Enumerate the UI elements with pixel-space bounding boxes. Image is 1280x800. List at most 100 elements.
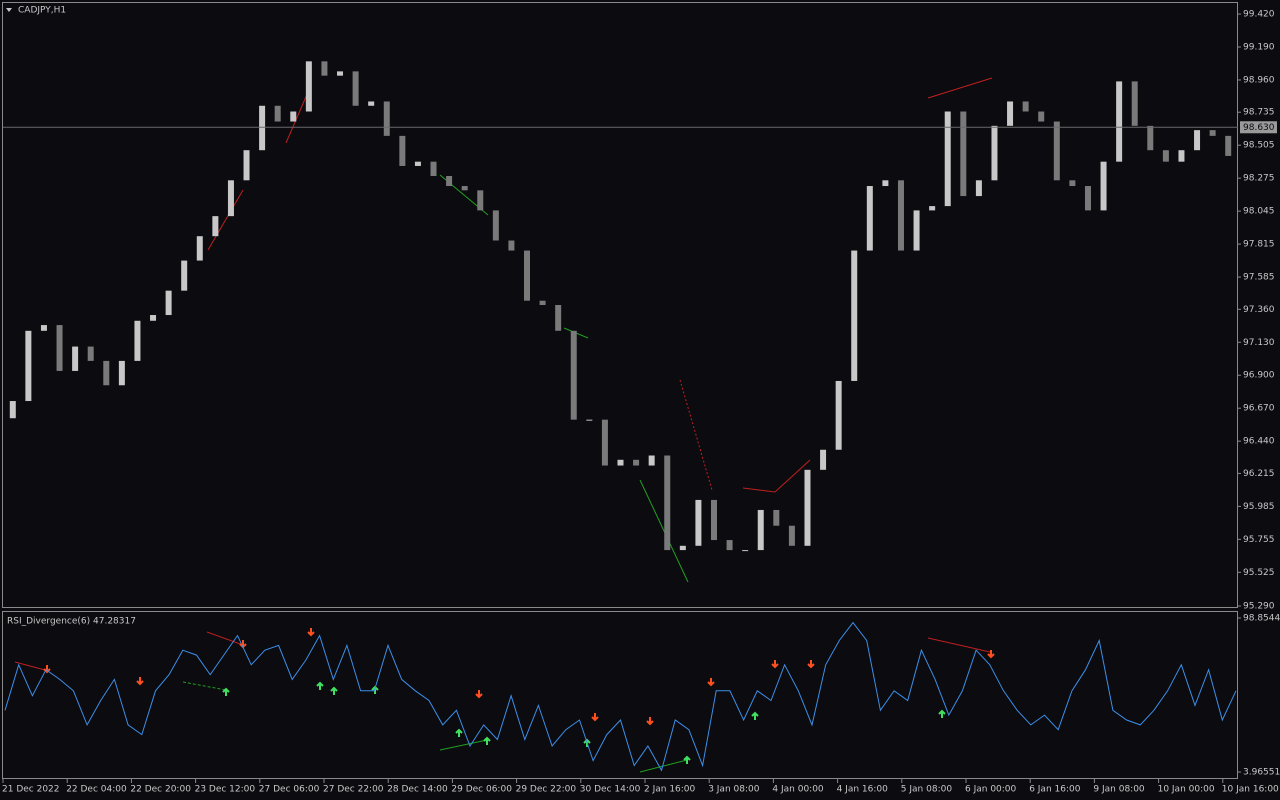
- x-tick-label: 29 Dec 22:00: [516, 785, 577, 795]
- div-line: [639, 759, 688, 773]
- y-tick-label: 99.420: [1243, 10, 1275, 20]
- x-tick-label: 21 Dec 2022: [2, 785, 60, 795]
- candle-body: [695, 499, 702, 546]
- y-tick-label: 99.190: [1243, 43, 1275, 53]
- x-tick-label: 30 Dec 14:00: [580, 785, 641, 795]
- candle-body: [788, 525, 795, 546]
- sell-arrow: [307, 628, 315, 637]
- candle-body: [742, 550, 749, 552]
- y-tick-label: 3.96551: [1243, 768, 1280, 778]
- candle-body: [352, 71, 359, 106]
- candle-body: [1007, 101, 1014, 126]
- candle-body: [368, 101, 375, 106]
- y-tick-label: 98.960: [1243, 75, 1275, 85]
- candle-body: [710, 499, 717, 541]
- candle-body: [103, 360, 110, 386]
- x-tick-label: 22 Dec 20:00: [130, 785, 191, 795]
- candle-body: [383, 101, 390, 136]
- candle-body: [617, 459, 624, 466]
- y-tick-label: 98.85446: [1243, 613, 1280, 623]
- candle-body: [664, 455, 671, 551]
- candle-body: [1178, 150, 1185, 162]
- x-tick-label: 6 Jan 16:00: [1029, 785, 1081, 795]
- candle-body: [446, 176, 453, 187]
- candle-body: [1069, 180, 1076, 187]
- x-tick-label: 4 Jan 00:00: [772, 785, 824, 795]
- div-line: [285, 91, 309, 144]
- candle-body: [851, 250, 858, 381]
- div-line: [206, 631, 244, 646]
- candle-body: [1053, 121, 1060, 181]
- candle-body: [212, 216, 219, 237]
- div-line: [927, 77, 993, 99]
- candle-body: [337, 71, 344, 76]
- candle-body: [524, 250, 531, 301]
- sell-arrow: [987, 650, 995, 659]
- candle-body: [181, 260, 188, 291]
- candle-body: [975, 180, 982, 197]
- y-tick-label: 96.900: [1243, 371, 1275, 381]
- candle-body: [461, 186, 468, 191]
- candle-body: [1194, 130, 1201, 151]
- buy-arrow: [316, 681, 324, 690]
- y-tick-label: 97.815: [1243, 240, 1275, 250]
- div-line: [207, 189, 244, 251]
- candle-body: [1209, 130, 1216, 136]
- candle-body: [960, 111, 967, 197]
- sell-arrow: [807, 660, 815, 669]
- candle-body: [227, 180, 234, 217]
- candle-body: [679, 545, 686, 551]
- candle-body: [40, 325, 47, 331]
- y-tick-label: 95.985: [1243, 502, 1275, 512]
- price-pane: [2, 2, 1238, 608]
- x-tick-label: 5 Jan 08:00: [901, 785, 953, 795]
- div-line: [679, 379, 713, 491]
- y-tick-label: 95.525: [1243, 568, 1275, 578]
- candle-body: [1022, 101, 1029, 112]
- y-tick-label: 96.670: [1243, 404, 1275, 414]
- sell-arrow: [771, 660, 779, 669]
- y-tick-label: 95.755: [1243, 535, 1275, 545]
- candle-body: [835, 380, 842, 450]
- candle-body: [196, 236, 203, 261]
- candle-body: [539, 300, 546, 305]
- sell-arrow: [475, 690, 483, 699]
- candle-body: [259, 105, 266, 151]
- candle-body: [1038, 111, 1045, 122]
- candle-body: [944, 111, 951, 207]
- y-tick-label: 97.585: [1243, 273, 1275, 283]
- candle-body: [243, 150, 250, 181]
- candle-body: [25, 330, 32, 402]
- candle-body: [118, 360, 125, 386]
- candle-body: [897, 180, 904, 251]
- candle-body: [492, 210, 499, 241]
- rsi-pane: [2, 611, 1238, 779]
- sell-arrow: [136, 677, 144, 686]
- candle-body: [72, 346, 79, 371]
- div-line: [639, 479, 689, 583]
- buy-arrow: [222, 687, 230, 696]
- x-tick-label: 2 Jan 16:00: [644, 785, 696, 795]
- buy-arrow: [938, 709, 946, 718]
- candle-body: [1131, 81, 1138, 126]
- sell-arrow: [591, 713, 599, 722]
- y-tick-label: 96.215: [1243, 469, 1275, 479]
- div-line: [742, 459, 811, 493]
- candle-body: [820, 449, 827, 470]
- buy-arrow: [751, 711, 759, 720]
- x-tick-label: 27 Dec 06:00: [259, 785, 320, 795]
- x-tick-label: 23 Dec 12:00: [195, 785, 256, 795]
- menu-arrow[interactable]: [6, 8, 12, 12]
- candle-body: [290, 111, 297, 122]
- x-tick-label: 28 Dec 14:00: [387, 785, 448, 795]
- y-tick-label: 97.360: [1243, 305, 1275, 315]
- x-tick-label: 3 Jan 08:00: [708, 785, 760, 795]
- buy-arrow: [683, 755, 691, 764]
- candle-body: [648, 455, 655, 466]
- candle-body: [804, 469, 811, 546]
- y-tick-label: 96.440: [1243, 437, 1275, 447]
- buy-arrow: [483, 736, 491, 745]
- candle-body: [929, 206, 936, 211]
